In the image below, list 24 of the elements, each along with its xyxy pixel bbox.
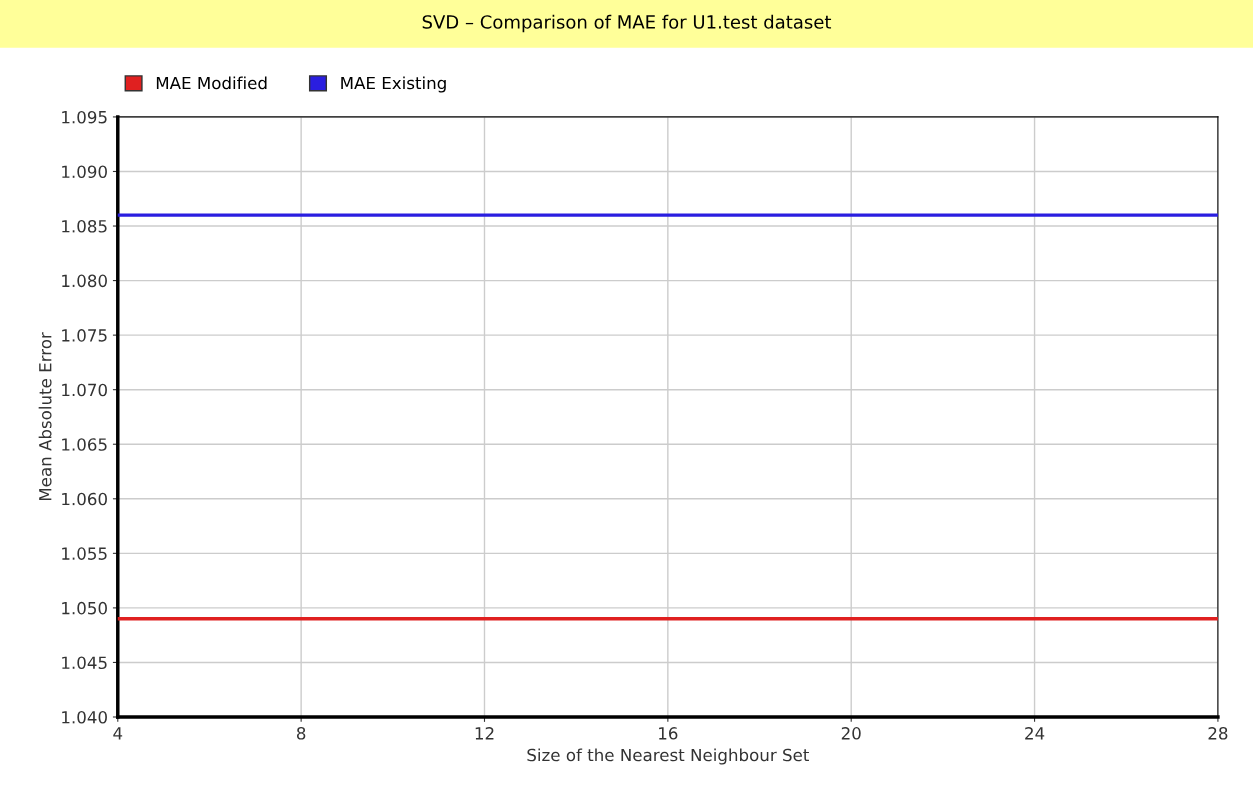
y-tick-label: 1.055: [62, 547, 107, 560]
y-tick-label: 1.040: [62, 710, 107, 724]
y-tick-label: 1.085: [62, 219, 107, 233]
y-tick-label: 1.050: [62, 601, 107, 615]
x-tick-label: 16: [659, 727, 678, 740]
y-tick-label: 1.095: [62, 110, 107, 124]
legend-label: MAE Existing: [341, 76, 446, 93]
y-tick-label: 1.060: [62, 492, 107, 506]
y-tick-label: 1.075: [62, 329, 107, 342]
y-tick-label: 1.070: [62, 383, 107, 397]
chart-title: SVD – Comparison of MAE for U1.test dataset: [422, 14, 832, 33]
x-tick-label: 24: [1025, 727, 1045, 740]
y-tick-label: 1.065: [62, 438, 107, 451]
legend-label: MAE Modified: [156, 76, 267, 90]
y-tick-label: 1.080: [62, 274, 107, 288]
y-tick-label: 1.090: [62, 165, 107, 179]
x-tick-label: 8: [296, 727, 306, 740]
x-axis-title: Size of the Nearest Neighbour Set: [527, 748, 809, 765]
x-tick-label: 4: [113, 727, 123, 740]
y-tick-label: 1.045: [62, 656, 107, 670]
x-tick-label: 20: [841, 727, 861, 740]
x-tick-label: 12: [475, 727, 494, 740]
x-tick-label: 28: [1208, 727, 1228, 740]
y-axis-title: Mean Absolute Error: [38, 332, 52, 501]
